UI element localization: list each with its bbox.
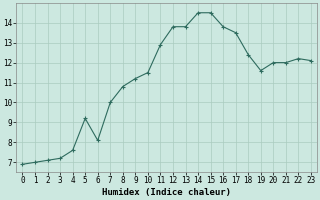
X-axis label: Humidex (Indice chaleur): Humidex (Indice chaleur) [102, 188, 231, 197]
